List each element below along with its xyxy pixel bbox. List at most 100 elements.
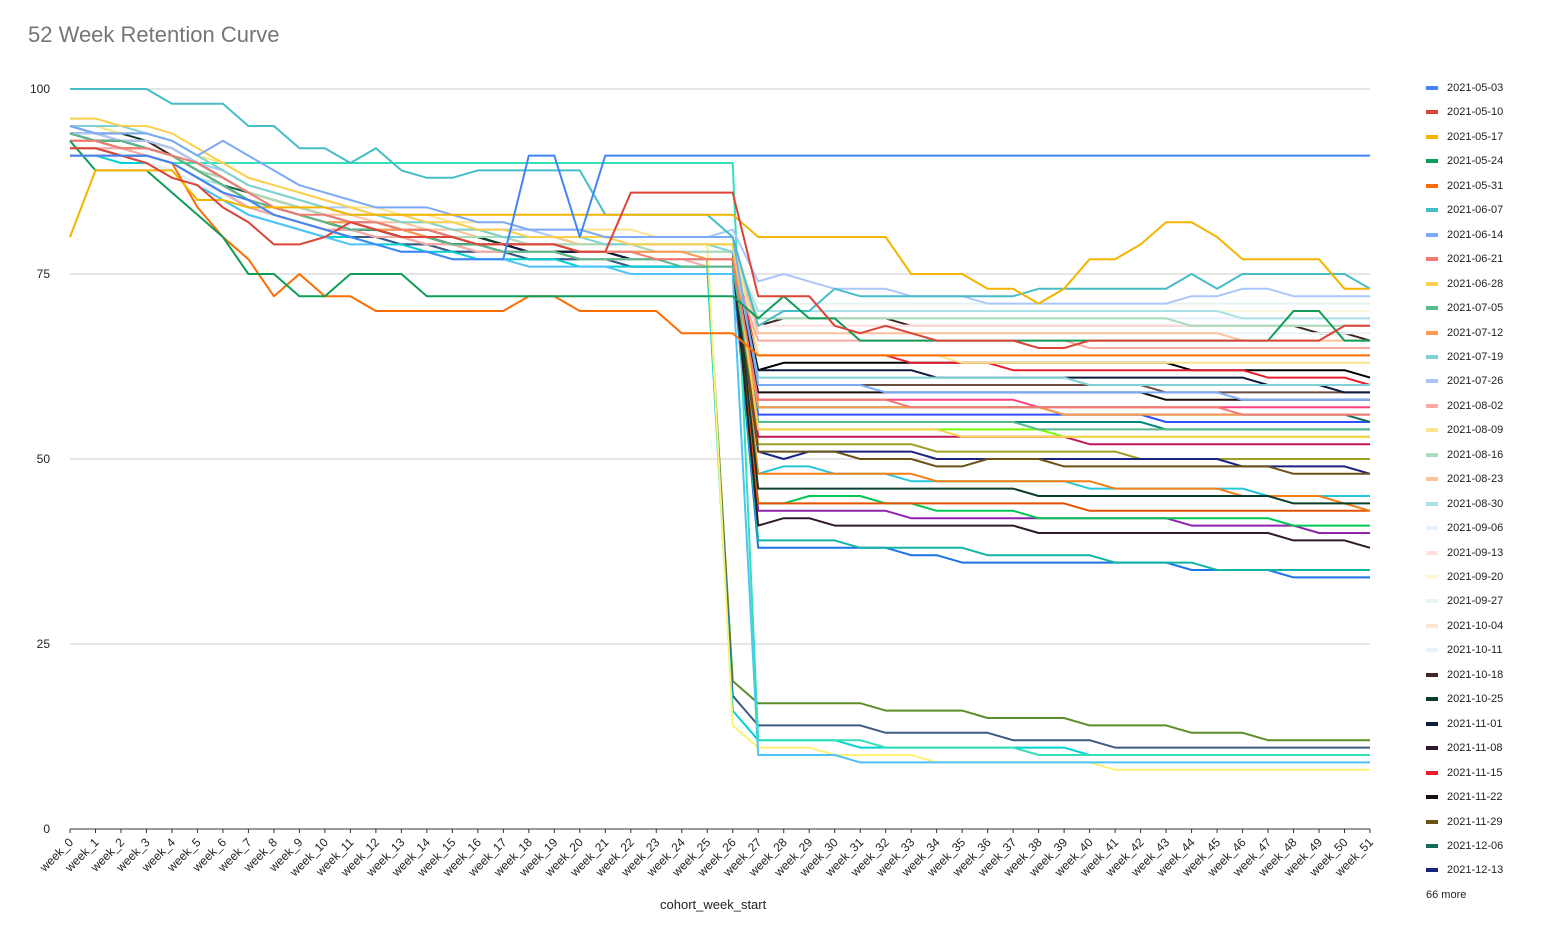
legend-swatch	[1426, 208, 1438, 213]
legend-label: 2021-08-16	[1447, 448, 1504, 461]
legend-swatch	[1426, 354, 1438, 359]
legend-swatch	[1426, 526, 1438, 531]
legend-label: 2021-10-25	[1447, 693, 1504, 706]
legend-item[interactable]: 2021-05-24	[1426, 153, 1503, 169]
legend-label: 2021-08-09	[1447, 424, 1504, 437]
extra-series-line-2	[70, 139, 1370, 742]
legend-label: 2021-06-28	[1447, 277, 1504, 290]
legend-more-link[interactable]: 66 more	[1426, 888, 1467, 901]
legend-swatch	[1426, 795, 1438, 800]
legend-swatch	[1426, 379, 1438, 384]
legend-item[interactable]: 2021-10-11	[1426, 642, 1502, 658]
extra-series-line-6	[70, 154, 1370, 764]
legend-swatch	[1426, 159, 1438, 164]
legend-item[interactable]: 2021-11-22	[1426, 789, 1502, 805]
y-tick-label: 50	[37, 452, 51, 466]
legend-swatch	[1426, 819, 1438, 824]
legend-swatch	[1426, 86, 1438, 90]
legend-item[interactable]: 2021-08-16	[1426, 447, 1503, 463]
series-line-15	[70, 139, 1370, 327]
legend-item[interactable]: 2021-05-17	[1426, 129, 1503, 145]
legend-swatch	[1426, 550, 1438, 555]
x-axis-label: cohort_week_start	[660, 897, 767, 912]
legend-swatch	[1426, 623, 1438, 628]
legend-swatch	[1426, 575, 1438, 579]
legend-label: 2021-08-23	[1447, 473, 1504, 486]
legend-label: 2021-12-13	[1447, 864, 1504, 877]
legend-swatch	[1426, 868, 1438, 873]
legend-label: 2021-05-17	[1447, 130, 1504, 143]
legend-label: 2021-12-06	[1447, 839, 1504, 852]
legend-label: 2021-07-12	[1447, 326, 1504, 339]
legend-item[interactable]: 2021-08-09	[1426, 422, 1503, 438]
legend-label: 2021-07-26	[1447, 375, 1504, 388]
legend-label: 2021-05-24	[1447, 155, 1504, 168]
series-line-6	[69, 125, 1370, 401]
line-chart: 0255075100week_0week_1week_2week_3week_4…	[30, 82, 1376, 880]
legend-item[interactable]: 2021-11-29	[1426, 814, 1502, 830]
legend-label: 2021-06-21	[1447, 253, 1504, 266]
legend-item[interactable]: 2021-10-18	[1426, 667, 1503, 683]
legend-item[interactable]: 2021-06-14	[1426, 227, 1503, 243]
legend-swatch	[1426, 134, 1438, 139]
legend-item[interactable]: 2021-08-23	[1426, 471, 1503, 487]
legend-item[interactable]: 2021-11-08	[1426, 740, 1502, 756]
legend-label: 2021-11-29	[1447, 815, 1503, 828]
legend-item[interactable]: 2021-08-02	[1426, 398, 1503, 414]
legend-item[interactable]: 2021-11-15	[1426, 765, 1502, 781]
extra-series-line-3	[70, 147, 1370, 749]
legend-item[interactable]: 2021-10-25	[1426, 691, 1503, 707]
legend-swatch	[1426, 403, 1438, 408]
legend-item[interactable]: 2021-09-13	[1426, 545, 1503, 561]
legend-item[interactable]: 2021-06-07	[1426, 202, 1503, 218]
legend-label: 2021-08-02	[1447, 399, 1504, 412]
legend-item[interactable]: 2021-09-06	[1426, 520, 1503, 536]
legend-label: 2021-09-27	[1447, 595, 1504, 608]
legend-item[interactable]: 2021-09-20	[1426, 569, 1503, 585]
legend-swatch	[1426, 477, 1438, 482]
y-tick-label: 100	[30, 82, 50, 96]
legend-swatch	[1426, 232, 1438, 237]
legend-item[interactable]: 2021-07-26	[1426, 373, 1503, 389]
legend-item[interactable]: 2021-06-21	[1426, 251, 1503, 267]
series-line-1	[70, 147, 1370, 349]
series-line-31	[69, 132, 1371, 423]
legend-item[interactable]: 2021-12-06	[1426, 838, 1503, 854]
y-tick-label: 25	[37, 637, 51, 651]
legend-swatch	[1426, 648, 1438, 653]
legend-label: 2021-09-06	[1447, 522, 1504, 535]
legend-item[interactable]: 2021-07-12	[1426, 325, 1503, 341]
series-line-8	[70, 117, 1370, 438]
legend-swatch	[1426, 110, 1438, 115]
legend-swatch	[1426, 697, 1438, 702]
legend-label: 2021-09-20	[1447, 571, 1504, 583]
legend-item[interactable]: 2021-12-13	[1426, 862, 1503, 878]
legend-label: 2021-09-13	[1447, 546, 1504, 559]
legend-item[interactable]: 2021-05-03	[1426, 80, 1503, 96]
legend-label: 2021-06-14	[1447, 228, 1504, 241]
legend-item[interactable]: 2021-11-01	[1426, 716, 1502, 732]
legend-label: 2021-07-19	[1447, 350, 1504, 363]
legend-item[interactable]: 2021-09-27	[1426, 593, 1503, 609]
legend-label: 2021-05-03	[1447, 82, 1504, 94]
legend-item[interactable]: 2021-07-05	[1426, 300, 1503, 316]
legend-swatch	[1426, 330, 1438, 335]
legend-item[interactable]: 2021-06-28	[1426, 276, 1503, 292]
legend-item[interactable]: 2021-10-04	[1426, 618, 1503, 634]
legend-item[interactable]: 2021-05-10	[1426, 104, 1503, 120]
series-line-2	[69, 169, 1370, 305]
y-tick-label: 0	[43, 822, 50, 836]
legend-label: 2021-11-22	[1447, 791, 1503, 804]
series-line-12	[70, 132, 1370, 305]
legend-label: 2021-10-04	[1447, 619, 1504, 632]
legend-swatch	[1426, 672, 1438, 677]
legend-swatch	[1426, 721, 1438, 726]
legend-item[interactable]: 2021-08-30	[1426, 496, 1503, 512]
legend-item[interactable]: 2021-05-31	[1426, 178, 1503, 194]
legend-swatch	[1426, 428, 1438, 433]
legend-label: 2021-11-08	[1447, 742, 1503, 755]
legend-item[interactable]: 2021-07-19	[1426, 349, 1503, 365]
legend-swatch	[1426, 306, 1438, 311]
legend-label: 2021-10-18	[1447, 668, 1504, 681]
series-line-5	[70, 88, 1371, 327]
